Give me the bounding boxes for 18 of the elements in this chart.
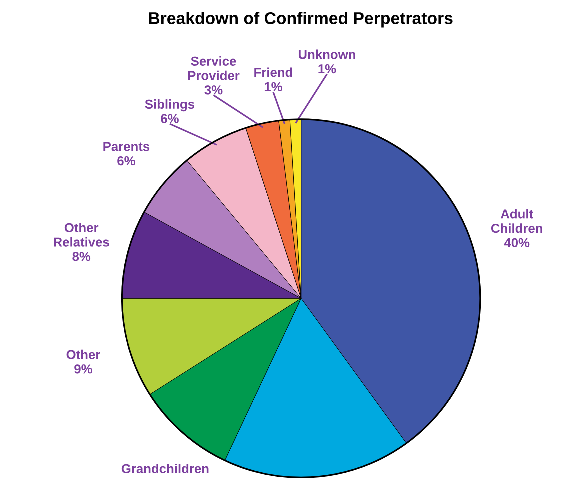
data-label: 1% xyxy=(318,64,336,74)
data-label: 40% xyxy=(504,238,530,248)
slice-label: Service Provider xyxy=(188,56,240,81)
slice-label: Other xyxy=(66,350,100,360)
data-label: 9% xyxy=(74,364,92,374)
data-label: 6% xyxy=(118,156,136,166)
slice-label: Unknown xyxy=(298,50,356,60)
slice-label: Adult Children xyxy=(491,209,542,234)
slice-label: Other Relatives xyxy=(54,223,110,248)
data-label: 1% xyxy=(264,82,282,92)
slice-label: Parents xyxy=(104,142,150,152)
data-label: 6% xyxy=(161,114,179,124)
data-label: 8% xyxy=(72,252,91,262)
slice-label: Siblings xyxy=(145,100,195,112)
slice-label: Grandchildren xyxy=(122,464,209,474)
data-label: 3% xyxy=(204,86,223,95)
chart-title: Breakdown of Confirmed Perpetrators xyxy=(149,12,453,28)
slice-label: Friend xyxy=(254,68,292,78)
